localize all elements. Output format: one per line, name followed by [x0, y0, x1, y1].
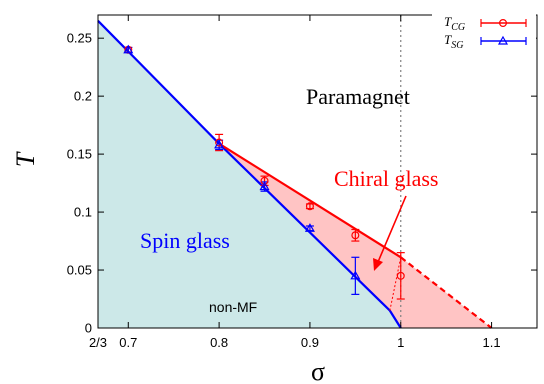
- x-tick-label: 0.9: [301, 335, 319, 350]
- x-axis-title: σ: [311, 357, 325, 384]
- sg-data-point: [259, 181, 270, 191]
- tick-labels: 2/3 0.7 0.8 0.9 1 1.1 0 0.05 0.1 0.15 0.2 0.25: [67, 31, 501, 350]
- data-markers: [123, 44, 405, 280]
- x-tick-label: 1: [397, 335, 404, 350]
- x-tick-label: 2/3: [89, 335, 107, 350]
- cg-data-point: [396, 271, 405, 280]
- x-tick-label: 1.1: [483, 335, 501, 350]
- spin-glass-boundary: [97, 20, 402, 329]
- y-tick-label: 0.25: [67, 31, 92, 46]
- chiral-glass-label: Chiral glass: [334, 166, 439, 191]
- sg-data-point: [304, 223, 315, 232]
- x-tick-label: 0.8: [210, 335, 228, 350]
- chiral-glass-boundary-extrapolated: [400, 256, 493, 329]
- legend-sg-line: [480, 35, 527, 45]
- chiral-glass-boundary: [218, 142, 402, 259]
- y-tick-label: 0.05: [67, 263, 92, 278]
- cg-data-point: [215, 138, 224, 147]
- legend-cg-line: [480, 19, 527, 28]
- legend-cg-label: TCG: [444, 14, 465, 33]
- spin-glass-label: Spin glass: [140, 228, 230, 253]
- sg-data-point: [123, 44, 134, 54]
- sg-data-point: [214, 139, 225, 149]
- chiral-glass-arrow: [373, 195, 407, 271]
- cg-data-point: [305, 202, 314, 211]
- plot-frame: [97, 14, 538, 329]
- non-mf-label: non-MF: [209, 299, 257, 315]
- y-tick-label: 0.15: [67, 147, 92, 162]
- y-tick-label: 0: [85, 321, 92, 336]
- y-tick-label: 0.2: [74, 89, 92, 104]
- cg-data-point: [260, 176, 269, 185]
- paramagnet-label: Paramagnet: [306, 84, 410, 109]
- inner-dotted-line: [389, 257, 402, 311]
- legend-sg-label: TSG: [444, 32, 463, 51]
- boundary-lines: [97, 20, 493, 329]
- x-tick-label: 0.7: [119, 335, 137, 350]
- y-tick-label: 0.1: [74, 205, 92, 220]
- legend: TCG TSG: [432, 8, 536, 54]
- y-axis-title: T: [11, 151, 40, 167]
- cg-data-point: [351, 231, 360, 240]
- sg-data-point: [350, 270, 361, 280]
